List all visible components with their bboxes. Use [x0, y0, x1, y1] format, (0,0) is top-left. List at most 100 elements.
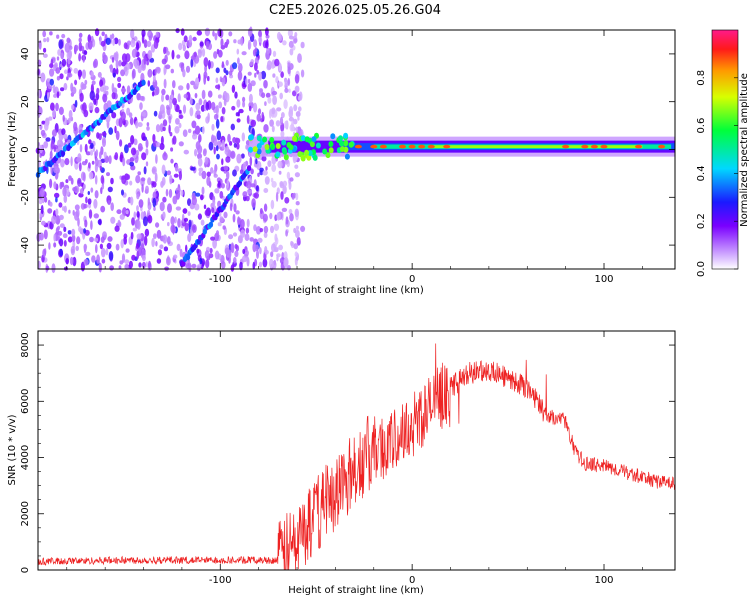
noise-cell	[201, 186, 205, 195]
noise-cell	[168, 188, 173, 198]
noise-cell	[265, 27, 269, 36]
noise-cell	[106, 172, 110, 177]
noise-cell	[118, 265, 122, 270]
noise-cell	[72, 187, 77, 192]
noise-cell	[100, 236, 105, 243]
noise-cell	[97, 71, 102, 78]
noise-cell	[276, 212, 281, 221]
carrier-peak	[590, 144, 598, 149]
noise-cell	[45, 137, 51, 142]
noise-cell	[168, 124, 171, 134]
noise-cell	[278, 81, 283, 87]
noise-cell	[144, 228, 150, 237]
noise-cell	[200, 219, 205, 226]
noise-cell	[68, 49, 72, 59]
noise-cell	[128, 260, 133, 269]
noise-cell	[124, 263, 129, 270]
noise-cell	[130, 196, 134, 206]
noise-cell	[125, 248, 130, 253]
noise-cell	[107, 186, 113, 193]
noise-cell	[136, 211, 140, 218]
noise-cell	[288, 35, 294, 40]
snr-xtick-label: -100	[209, 575, 232, 586]
carrier-blob	[338, 135, 343, 142]
noise-cell	[197, 213, 202, 220]
noise-cell	[294, 208, 299, 218]
noise-cell	[152, 191, 157, 200]
noise-cell	[221, 61, 225, 69]
noise-cell	[226, 170, 230, 180]
noise-cell	[183, 149, 189, 155]
noise-cell	[159, 110, 162, 116]
noise-cell	[192, 36, 197, 42]
noise-cell	[241, 153, 245, 159]
noise-cell	[225, 59, 229, 66]
carrier-blob	[325, 152, 331, 159]
noise-cell	[71, 228, 76, 237]
noise-cell	[264, 176, 270, 185]
noise-cell	[145, 139, 149, 149]
noise-cell	[284, 120, 289, 129]
noise-cell	[188, 34, 193, 44]
noise-cell	[77, 177, 82, 187]
noise-cell	[218, 101, 223, 109]
noise-cell	[118, 60, 122, 67]
noise-cell	[43, 141, 49, 149]
noise-cell	[102, 51, 106, 61]
noise-cell	[126, 174, 131, 180]
noise-cell	[220, 38, 224, 48]
noise-cell	[166, 50, 170, 56]
noise-cell	[130, 147, 137, 156]
noise-cell	[147, 177, 152, 186]
noise-cell	[288, 40, 294, 49]
spectrogram-ytick-label: 40	[20, 48, 31, 61]
noise-cell	[185, 91, 191, 102]
noise-cell	[151, 237, 155, 248]
noise-cell	[184, 50, 190, 60]
noise-cell	[61, 33, 66, 39]
carrier-peak	[658, 144, 666, 149]
noise-cell	[129, 180, 133, 186]
noise-cell	[221, 76, 226, 87]
noise-cell	[76, 236, 81, 245]
noise-cell	[235, 137, 239, 144]
noise-cell	[168, 115, 172, 124]
noise-cell	[196, 114, 201, 120]
noise-cell	[288, 208, 293, 215]
noise-cell	[88, 209, 93, 219]
noise-cell	[205, 40, 210, 48]
noise-cell	[170, 147, 174, 152]
noise-cell	[258, 261, 263, 268]
noise-cell	[59, 214, 64, 220]
carrier-blob	[262, 136, 268, 143]
noise-cell	[143, 39, 148, 48]
noise-cell	[78, 70, 81, 80]
noise-cell	[203, 74, 207, 85]
noise-cell	[50, 139, 55, 150]
noise-cell	[291, 120, 294, 130]
noise-cell	[234, 244, 238, 249]
noise-cell	[62, 114, 65, 122]
noise-cell	[111, 112, 117, 119]
carrier-blob	[348, 141, 354, 148]
noise-cell	[213, 51, 218, 59]
noise-cell	[290, 240, 294, 247]
noise-cell	[114, 152, 119, 161]
noise-cell	[195, 192, 201, 197]
noise-cell	[232, 137, 237, 144]
colorbar-label: Normalized spectral amplitude	[739, 73, 750, 227]
noise-cell	[292, 90, 297, 97]
noise-cell	[174, 216, 177, 224]
noise-cell	[78, 32, 83, 38]
carrier-blob	[300, 154, 306, 161]
noise-cell	[231, 105, 236, 111]
noise-cell	[185, 263, 191, 269]
noise-cell	[215, 84, 221, 90]
noise-cell	[80, 81, 85, 91]
noise-cell	[277, 160, 283, 169]
noise-cell	[207, 90, 213, 98]
noise-cell	[236, 48, 240, 55]
noise-cell	[245, 77, 248, 86]
noise-cell	[201, 126, 205, 135]
noise-cell	[280, 191, 284, 200]
